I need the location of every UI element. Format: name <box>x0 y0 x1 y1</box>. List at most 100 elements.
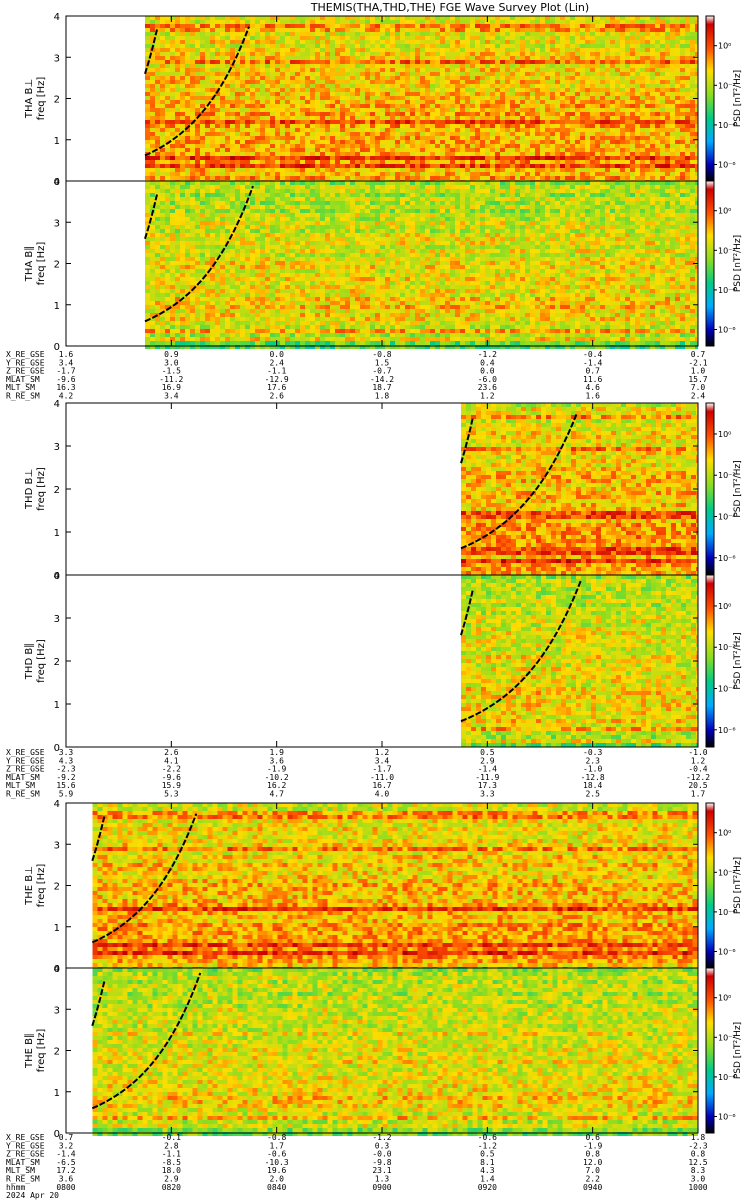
heatmap-cell <box>500 112 505 116</box>
heatmap-cell <box>550 104 555 108</box>
heatmap-cell <box>375 152 380 156</box>
heatmap-cell <box>490 164 495 168</box>
heatmap-cell <box>330 189 335 193</box>
heatmap-cell <box>230 136 235 140</box>
heatmap-cell <box>585 68 590 72</box>
heatmap-cell <box>230 148 235 152</box>
heatmap-cell <box>650 68 655 72</box>
heatmap-cell <box>235 176 240 180</box>
heatmap-cell <box>605 156 610 160</box>
heatmap-cell <box>335 140 340 144</box>
heatmap-cell <box>330 108 335 112</box>
heatmap-cell <box>475 172 480 176</box>
heatmap-cell <box>170 132 175 136</box>
heatmap-cell <box>380 52 385 56</box>
heatmap-cell <box>550 56 555 60</box>
heatmap-cell <box>350 80 355 84</box>
heatmap-cell <box>405 168 410 172</box>
heatmap-cell <box>485 104 490 108</box>
heatmap-cell <box>230 168 235 172</box>
heatmap-cell <box>430 128 435 132</box>
heatmap-cell <box>510 16 515 20</box>
heatmap-cell <box>400 168 405 172</box>
heatmap-cell <box>495 52 500 56</box>
heatmap-cell <box>290 80 295 84</box>
heatmap-cell <box>620 96 625 100</box>
heatmap-cell <box>350 88 355 92</box>
heatmap-cell <box>560 96 565 100</box>
heatmap-cell <box>280 28 285 32</box>
heatmap-cell <box>390 100 395 104</box>
heatmap-cell <box>575 88 580 92</box>
heatmap-cell <box>365 160 370 164</box>
heatmap-cell <box>565 136 570 140</box>
heatmap-cell <box>535 185 540 189</box>
heatmap-cell <box>225 136 230 140</box>
heatmap-cell <box>445 104 450 108</box>
heatmap-cell <box>200 100 205 104</box>
heatmap-cell <box>670 64 675 68</box>
heatmap-cell <box>270 189 275 193</box>
heatmap-cell <box>570 104 575 108</box>
heatmap-cell <box>270 20 275 24</box>
heatmap-cell <box>380 24 385 28</box>
heatmap-cell <box>185 72 190 76</box>
heatmap-cell <box>465 120 470 124</box>
heatmap-cell <box>645 80 650 84</box>
heatmap-cell <box>645 40 650 44</box>
heatmap-cell <box>200 56 205 60</box>
heatmap-cell <box>490 144 495 148</box>
heatmap-cell <box>415 28 420 32</box>
heatmap-cell <box>490 84 495 88</box>
heatmap-cell <box>160 132 165 136</box>
heatmap-cell <box>180 132 185 136</box>
heatmap-cell <box>500 32 505 36</box>
heatmap-cell <box>300 100 305 104</box>
heatmap-cell <box>185 164 190 168</box>
heatmap-cell <box>510 132 515 136</box>
heatmap-cell <box>170 185 175 189</box>
heatmap-cell <box>445 185 450 189</box>
heatmap-cell <box>655 84 660 88</box>
heatmap-cell <box>275 128 280 132</box>
heatmap-cell <box>465 181 470 185</box>
heatmap-cell <box>695 36 698 40</box>
heatmap-cell <box>335 156 340 160</box>
heatmap-cell <box>635 140 640 144</box>
heatmap-cell <box>650 88 655 92</box>
heatmap-cell <box>585 136 590 140</box>
heatmap-cell <box>170 76 175 80</box>
heatmap-cell <box>225 116 230 120</box>
heatmap-cell <box>215 52 220 56</box>
heatmap-cell <box>585 108 590 112</box>
heatmap-cell <box>465 172 470 176</box>
heatmap-cell <box>355 64 360 68</box>
heatmap-cell <box>160 84 165 88</box>
heatmap-cell <box>575 44 580 48</box>
heatmap-cell <box>145 148 150 152</box>
heatmap-cell <box>650 185 655 189</box>
heatmap-cell <box>630 164 635 168</box>
heatmap-cell <box>325 160 330 164</box>
heatmap-cell <box>335 92 340 96</box>
heatmap-cell <box>500 168 505 172</box>
heatmap-cell <box>675 120 680 124</box>
heatmap-cell <box>615 136 620 140</box>
heatmap-cell <box>455 44 460 48</box>
heatmap-cell <box>500 120 505 124</box>
heatmap-cell <box>500 88 505 92</box>
heatmap-cell <box>660 36 665 40</box>
heatmap-cell <box>565 60 570 64</box>
heatmap-cell <box>230 72 235 76</box>
heatmap-cell <box>300 60 305 64</box>
heatmap-cell <box>225 60 230 64</box>
heatmap-cell <box>285 60 290 64</box>
heatmap-cell <box>300 20 305 24</box>
heatmap-cell <box>340 40 345 44</box>
heatmap-cell <box>580 124 585 128</box>
heatmap-cell <box>260 64 265 68</box>
heatmap-cell <box>575 100 580 104</box>
heatmap-cell <box>640 144 645 148</box>
heatmap-cell <box>530 124 535 128</box>
heatmap-cell <box>680 20 685 24</box>
